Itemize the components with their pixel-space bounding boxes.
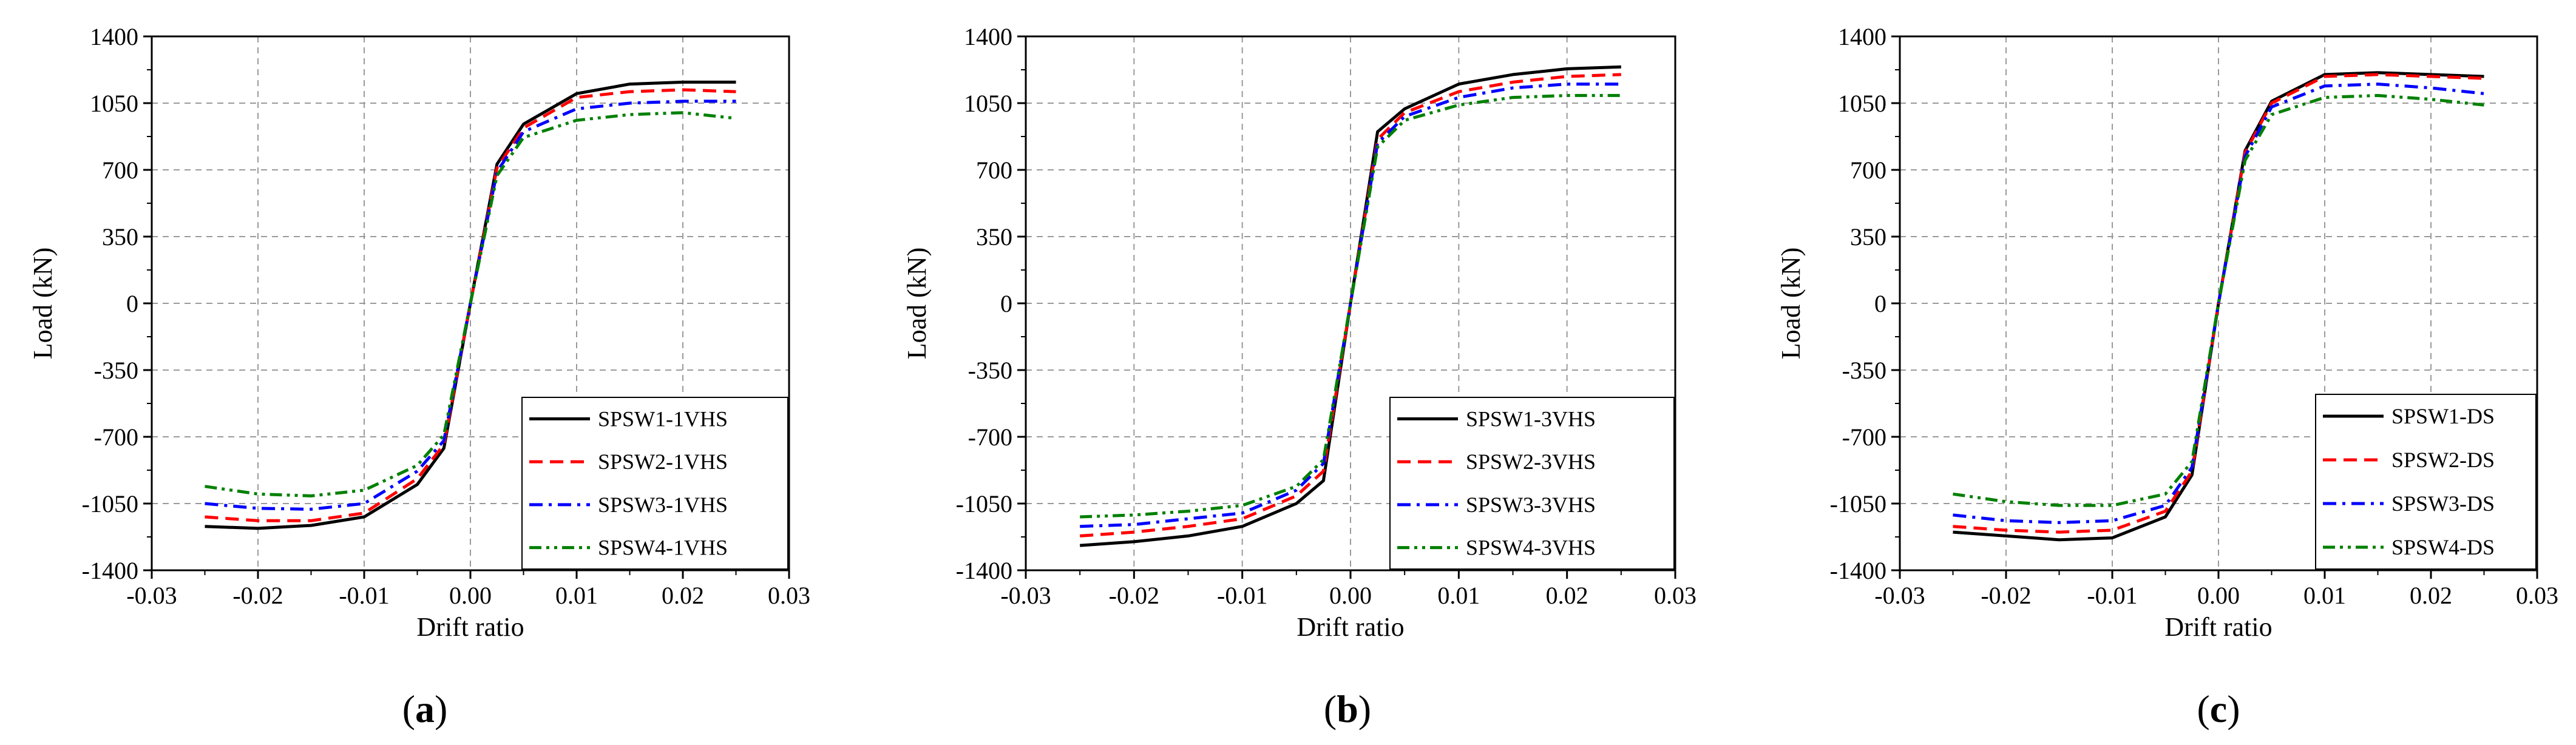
legend-box [2315, 394, 2537, 570]
x-tick-label: 0.02 [662, 582, 704, 609]
chart-panel-c: -0.03 -0.02 -0.01 0.00 0.01 0.02 0.03 -1400 -105… [1776, 23, 2558, 730]
panel-caption: (c) [2197, 687, 2240, 730]
legend-label: SPSW3-1VHS [598, 493, 728, 517]
y-axis-title: Load (kN) [1776, 248, 1806, 360]
panel-caption: (a) [402, 687, 448, 730]
x-tick-label: -0.02 [232, 582, 283, 609]
y-tick-label: -350 [1842, 357, 1886, 384]
x-tick-label: -0.01 [1217, 582, 1267, 609]
x-tick-label: -0.02 [1981, 582, 2031, 609]
y-axis-title: Load (kN) [28, 248, 58, 360]
caption-close-paren: ) [2227, 687, 2240, 730]
y-tick-label: -350 [94, 357, 138, 384]
y-axis-title: Load (kN) [902, 248, 932, 360]
x-tick-label: -0.03 [1874, 582, 1925, 609]
y-tick-label: -1400 [1830, 557, 1886, 584]
series-line-spsw2-1vhs [205, 88, 736, 522]
caption-letter: c [2210, 687, 2227, 730]
chart-panel-b: -0.03 -0.02 -0.01 0.00 0.01 0.02 0.03 -1400 -105… [902, 23, 1696, 730]
y-tick-label: -1050 [82, 490, 138, 517]
legend-label: SPSW1-3VHS [1466, 406, 1596, 431]
x-tick-label: 0.03 [768, 582, 810, 609]
y-tick-label: -1050 [1830, 490, 1886, 517]
legend: SPSW1-3VHS SPSW2-3VHS SPSW3-3VHS SPSW4-3VHS [1389, 397, 1675, 570]
legend-label: SPSW3-3VHS [1466, 493, 1596, 517]
caption-open-paren: ( [402, 687, 415, 730]
series-line-spsw4-ds [1953, 93, 2484, 507]
y-tick-label: 350 [102, 223, 138, 251]
series-line-spsw1-3vhs [1080, 65, 1621, 547]
x-tick-label: 0.00 [449, 582, 492, 609]
y-tick-label: 0 [1000, 290, 1012, 317]
x-tick-label: 0.00 [1329, 582, 1372, 609]
y-tick-label: 700 [976, 157, 1012, 184]
y-tick-label: -350 [968, 357, 1012, 384]
legend-label: SPSW3-DS [2391, 491, 2495, 516]
y-tick-label: -1400 [956, 557, 1012, 584]
x-tick-label: 0.03 [1654, 582, 1696, 609]
y-tick-label: 0 [1874, 290, 1886, 317]
legend-label: SPSW1-1VHS [598, 406, 728, 431]
x-tick-label: 0.02 [2410, 582, 2452, 609]
y-tick-label: -700 [94, 423, 138, 451]
y-tick-label: -1050 [956, 490, 1012, 517]
legend-label: SPSW4-3VHS [1466, 536, 1596, 560]
y-tick-label: 1400 [964, 23, 1012, 50]
x-axis-title: Drift ratio [2164, 612, 2272, 642]
x-tick-label: 0.01 [555, 582, 598, 609]
x-tick-label: -0.03 [1000, 582, 1051, 609]
x-tick-label: 0.00 [2197, 582, 2240, 609]
x-axis-title: Drift ratio [416, 612, 524, 642]
legend-label: SPSW2-3VHS [1466, 450, 1596, 474]
y-tick-label: -1400 [82, 557, 138, 584]
x-tick-label: 0.01 [1437, 582, 1480, 609]
y-tick-label: 700 [102, 157, 138, 184]
chart-panel-a: -0.03 -0.02 -0.01 0.00 0.01 0.02 0.03 -1400 -105… [28, 23, 810, 730]
series-line-spsw4-3vhs [1080, 93, 1621, 519]
legend-box [521, 397, 788, 570]
caption-close-paren: ) [1358, 687, 1371, 730]
y-tick-label: 1400 [1838, 23, 1886, 50]
legend-label: SPSW2-1VHS [598, 450, 728, 474]
y-tick-label: 350 [976, 223, 1012, 251]
x-tick-label: 0.02 [1546, 582, 1588, 609]
series-line-spsw2-3vhs [1080, 73, 1621, 538]
series-line-spsw3-ds [1953, 83, 2484, 524]
caption-letter: a [415, 687, 435, 730]
legend-label: SPSW4-DS [2391, 535, 2495, 559]
legend: SPSW1-1VHS SPSW2-1VHS SPSW3-1VHS SPSW4-1VHS [521, 397, 788, 570]
x-tick-label: -0.02 [1109, 582, 1159, 609]
legend: SPSW1-DS SPSW2-DS SPSW3-DS SPSW4-DS [2315, 394, 2537, 570]
legend-label: SPSW4-1VHS [598, 536, 728, 560]
x-tick-label: 0.01 [2303, 582, 2346, 609]
x-tick-label: -0.01 [339, 582, 389, 609]
x-tick-label: -0.01 [2087, 582, 2137, 609]
caption-close-paren: ) [435, 687, 447, 730]
x-tick-label: 0.03 [2516, 582, 2558, 609]
legend-box [1389, 397, 1675, 570]
series-line-spsw3-3vhs [1080, 83, 1621, 528]
y-tick-label: -700 [968, 423, 1012, 451]
x-axis-title: Drift ratio [1296, 612, 1404, 642]
y-tick-label: 1400 [90, 23, 138, 50]
y-tick-label: 1050 [964, 90, 1012, 117]
y-tick-label: 1050 [1838, 90, 1886, 117]
legend-label: SPSW1-DS [2391, 404, 2495, 428]
caption-letter: b [1337, 687, 1358, 730]
caption-open-paren: ( [1324, 687, 1337, 730]
caption-open-paren: ( [2197, 687, 2209, 730]
y-tick-label: 0 [126, 290, 138, 317]
series-line-spsw2-ds [1953, 73, 2484, 534]
legend-label: SPSW2-DS [2391, 448, 2495, 472]
y-tick-label: 700 [1850, 157, 1886, 184]
y-tick-label: 1050 [90, 90, 138, 117]
x-tick-label: -0.03 [126, 582, 177, 609]
y-tick-label: -700 [1842, 423, 1886, 451]
series-line-spsw4-1vhs [205, 111, 736, 497]
y-tick-label: 350 [1850, 223, 1886, 251]
panel-caption: (b) [1324, 687, 1371, 730]
